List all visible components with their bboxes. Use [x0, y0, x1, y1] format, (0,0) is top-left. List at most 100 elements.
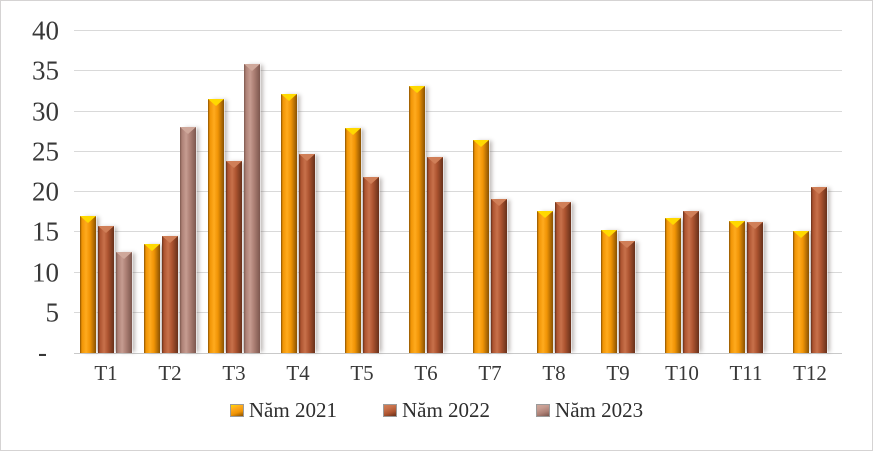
legend-item-2: Năm 2023 — [536, 398, 643, 423]
bar-cap — [729, 221, 745, 228]
x-tick-label-t6: T6 — [414, 361, 438, 385]
bar-cap — [180, 127, 196, 134]
bar-s1-t2 — [162, 236, 178, 353]
x-axis: T1 T2 T3 T4 T5 T6 T7 T8 T9 T10 T11 T12 — [74, 361, 842, 386]
legend: Năm 2021 Năm 2022 Năm 2023 — [1, 398, 872, 423]
gridline — [74, 191, 842, 192]
y-tick-label: 15 — [32, 216, 59, 247]
bar-s1-t5 — [363, 177, 379, 353]
bar-cap — [409, 86, 425, 93]
bar-cap — [226, 161, 242, 168]
x-tick-label-t3: T3 — [222, 361, 246, 385]
bar-group-t2 — [138, 31, 202, 353]
legend-label: Năm 2022 — [401, 398, 491, 422]
y-tick-label: 30 — [32, 96, 59, 126]
bar-s2-t1 — [116, 252, 132, 353]
bar-cap — [98, 226, 114, 233]
y-tick-label: - — [38, 337, 47, 368]
gridline — [74, 311, 842, 313]
bar-cap — [144, 244, 160, 251]
y-tick-label: 20 — [32, 176, 59, 207]
bar-s0-t4 — [281, 94, 297, 353]
bar-cap — [811, 187, 827, 194]
bar-group-t8 — [522, 31, 586, 353]
bar-group-t6 — [394, 31, 458, 353]
bar-group-t5 — [330, 31, 394, 353]
bar-group-t12 — [778, 31, 842, 353]
bar-s0-t6 — [409, 86, 425, 353]
bar-cap — [619, 241, 635, 248]
x-tick-label-t2: T2 — [158, 361, 182, 385]
bar-s1-t6 — [427, 157, 443, 353]
bar-s0-t8 — [537, 211, 553, 353]
x-tick-label-t7: T7 — [478, 361, 502, 385]
bar-s0-t11 — [729, 221, 745, 353]
bar-s0-t10 — [665, 218, 681, 353]
x-tick-label-t11: T11 — [729, 361, 763, 385]
bar-s0-t7 — [473, 140, 489, 353]
bar-group-t4 — [266, 31, 330, 353]
bar-s1-t3 — [226, 161, 242, 353]
x-tick-label-t10: T10 — [665, 361, 699, 385]
y-tick-label: 25 — [32, 136, 59, 167]
bar-s2-t2 — [180, 127, 196, 353]
bar-s1-t11 — [747, 222, 763, 353]
bar-s1-t12 — [811, 187, 827, 353]
legend-marker-icon — [229, 404, 244, 417]
bar-cap — [473, 140, 489, 147]
bar-s1-t8 — [555, 202, 571, 353]
x-tick-label-t12: T12 — [793, 361, 827, 385]
bar-s1-t1 — [98, 226, 114, 353]
gridline — [74, 271, 842, 273]
y-tick-label: 10 — [32, 257, 59, 287]
bar-group-t9 — [586, 31, 650, 353]
bar-s2-t3 — [244, 64, 260, 353]
legend-marker-icon — [536, 404, 551, 417]
bar-cap — [427, 157, 443, 164]
bar-group-t11 — [714, 31, 778, 353]
x-tick-label-t4: T4 — [286, 361, 310, 385]
gridline — [74, 70, 842, 72]
bar-s1-t4 — [299, 154, 315, 353]
y-tick-label: 40 — [32, 15, 59, 46]
gridline — [74, 150, 842, 152]
bar-cap — [299, 154, 315, 161]
bar-cap — [601, 230, 617, 237]
x-tick-label-t8: T8 — [542, 361, 566, 385]
bar-cap — [555, 202, 571, 209]
legend-label: Năm 2023 — [555, 398, 644, 422]
bar-s0-t1 — [80, 216, 96, 353]
bar-group-t3 — [202, 31, 266, 353]
plot-area — [74, 30, 842, 354]
bar-cap — [162, 236, 178, 243]
bar-cap — [793, 231, 809, 238]
bar-cap — [345, 128, 361, 135]
bar-cap — [491, 199, 507, 206]
x-tick-label-t5: T5 — [350, 361, 374, 385]
bar-s0-t12 — [793, 231, 809, 353]
bar-cap — [747, 222, 763, 229]
bar-s1-t9 — [619, 241, 635, 353]
bar-s0-t5 — [345, 128, 361, 353]
bar-s0-t2 — [144, 244, 160, 353]
bar-cap — [665, 218, 681, 225]
bar-s1-t7 — [491, 199, 507, 353]
bar-groups — [74, 31, 842, 353]
bar-cap — [537, 211, 553, 218]
gridline — [74, 231, 842, 233]
bar-cap — [244, 64, 260, 71]
bar-group-t1 — [74, 31, 138, 353]
bar-cap — [363, 177, 379, 184]
legend-marker-icon — [382, 404, 397, 417]
legend-item-0: Năm 2021 — [229, 398, 337, 423]
x-tick-label-t9: T9 — [606, 361, 630, 385]
bar-cap — [281, 94, 297, 101]
bar-cap — [80, 216, 96, 223]
bar-cap — [683, 211, 699, 218]
legend-label: Năm 2021 — [248, 398, 337, 422]
x-tick-label-t1: T1 — [94, 361, 118, 385]
y-tick-label: 5 — [45, 297, 60, 328]
bar-group-t10 — [650, 31, 714, 353]
y-tick-label: 35 — [32, 55, 59, 86]
